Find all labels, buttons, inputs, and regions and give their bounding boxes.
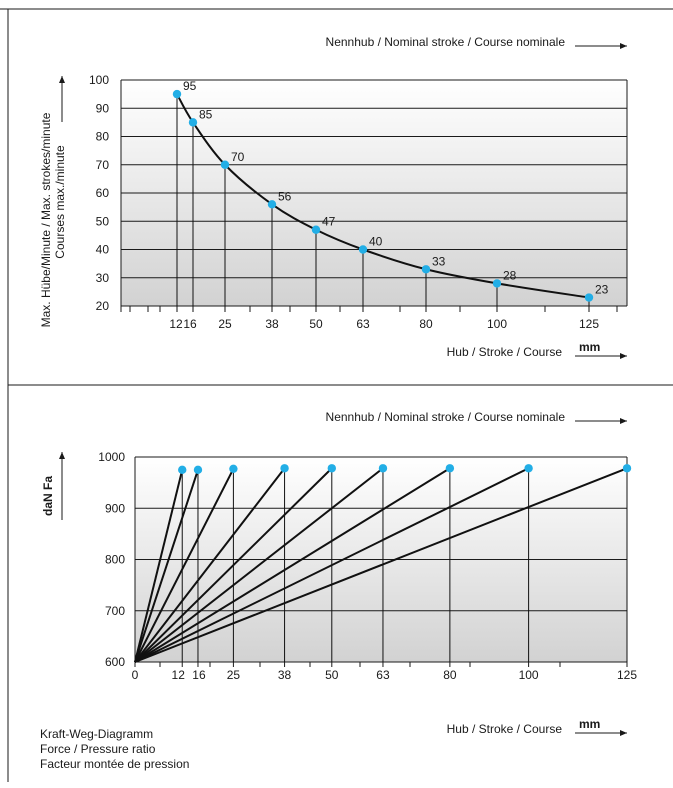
- top-data-label: 85: [199, 107, 213, 121]
- top-data-point: [188, 118, 198, 127]
- top-x-tick-label: 16: [183, 317, 197, 331]
- top-data-label: 33: [432, 254, 446, 268]
- bottom-x-tick-label: 63: [376, 668, 390, 682]
- top-y-tick-label: 40: [96, 243, 110, 257]
- bottom-xlabel: Hub / Stroke / Course: [447, 722, 563, 736]
- top-data-point: [172, 89, 182, 99]
- top-data-point: [492, 279, 502, 288]
- top-x-tick-label: 25: [218, 317, 232, 331]
- bottom-force-line: [134, 469, 184, 663]
- top-ylabel-line1: Max. Hübe/Minute / Max. strokes/minute: [39, 112, 53, 327]
- top-data-point: [421, 265, 431, 274]
- bottom-data-point: [622, 464, 632, 473]
- bottom-data-points: [178, 464, 632, 475]
- top-data-label: 40: [369, 235, 383, 249]
- bottom-y-tick-label: 900: [105, 501, 125, 515]
- top-data-point: [220, 160, 230, 169]
- top-data-label: 56: [278, 189, 292, 203]
- top-data-label: 28: [503, 268, 517, 282]
- bottom-x-tick-label: 100: [519, 668, 539, 682]
- top-data-label: 23: [595, 283, 609, 297]
- caption-line-3: Facteur montée de pression: [40, 757, 189, 771]
- bottom-data-point: [193, 465, 203, 475]
- bottom-y-tick-label: 800: [105, 553, 125, 567]
- bottom-x-tick-label: 50: [325, 668, 339, 682]
- bottom-y-tick-label: 700: [105, 604, 125, 618]
- strokes-per-minute-chart: Nennhub / Nominal stroke / Course nomina…: [39, 35, 628, 359]
- bottom-y-tick-label: 600: [105, 655, 125, 669]
- bottom-force-line: [134, 467, 384, 663]
- bottom-force-lines: [134, 467, 628, 663]
- top-ylabel-line2: Courses max./minute: [53, 145, 67, 259]
- top-x-tick-label: 63: [356, 317, 370, 331]
- top-xlabel: Hub / Stroke / Course: [447, 345, 563, 359]
- bottom-force-line: [134, 467, 333, 663]
- bottom-data-point: [524, 464, 533, 473]
- top-data-point: [584, 293, 594, 302]
- bottom-x-tick-label: 16: [192, 668, 206, 682]
- bottom-x-tick-label: 38: [278, 668, 292, 682]
- force-pressure-chart: Nennhub / Nominal stroke / Course nomina…: [40, 410, 637, 771]
- top-x-tick-label: 80: [419, 317, 433, 331]
- bottom-x-tick-label: 125: [617, 668, 637, 682]
- bottom-force-line: [134, 467, 286, 663]
- top-y-tick-label: 70: [96, 158, 110, 172]
- bottom-force-line: [134, 467, 530, 663]
- bottom-data-point: [280, 464, 289, 473]
- bottom-force-line: [134, 467, 451, 663]
- bottom-x-tick-label: 25: [227, 668, 241, 682]
- top-data-label: 70: [231, 150, 245, 164]
- top-y-axis-title: Max. Hübe/Minute / Max. strokes/minute C…: [39, 112, 67, 327]
- bottom-header-label: Nennhub / Nominal stroke / Course nomina…: [326, 410, 566, 424]
- caption-line-2: Force / Pressure ratio: [40, 742, 156, 756]
- top-y-tick-label: 50: [96, 214, 110, 228]
- top-y-tick-label: 80: [96, 130, 110, 144]
- top-drop-lines: [176, 94, 590, 312]
- top-y-tick-label: 20: [96, 299, 110, 313]
- bottom-data-point: [327, 464, 336, 473]
- caption-line-1: Kraft-Weg-Diagramm: [40, 727, 153, 741]
- top-grid: [120, 79, 628, 312]
- bottom-x-tick-label: 12: [172, 668, 186, 682]
- top-y-tick-labels: 20 30 40 50 60 70 80 90 100: [89, 73, 109, 313]
- top-x-tick-label: 100: [487, 317, 507, 331]
- bottom-data-point: [229, 464, 238, 473]
- bottom-data-point: [445, 464, 455, 473]
- bottom-y-tick-labels: 600 700 800 900 1000: [98, 450, 125, 669]
- bottom-force-line: [134, 467, 628, 663]
- top-y-tick-label: 100: [89, 73, 109, 87]
- bottom-x-tick-labels: 0 12 16 25 38 50 63 80 100 125: [132, 668, 638, 682]
- top-x-tick-label: 50: [309, 317, 323, 331]
- top-y-tick-label: 90: [96, 101, 110, 115]
- bottom-y-axis-title: daN Fa: [41, 476, 55, 516]
- top-x-tick-label: 125: [579, 317, 599, 331]
- top-y-tick-label: 60: [96, 186, 110, 200]
- bottom-ylabel: daN Fa: [41, 476, 55, 516]
- top-x-tick-labels: 12 16 25 38 50 63 80 100 125: [169, 317, 599, 331]
- top-data-label: 95: [183, 79, 197, 93]
- top-y-tick-label: 30: [96, 271, 110, 285]
- strokes-curve: [176, 93, 590, 299]
- top-data-point: [358, 245, 368, 254]
- top-header-label: Nennhub / Nominal stroke / Course nomina…: [326, 35, 566, 49]
- top-data-point: [311, 225, 321, 234]
- top-x-tick-label: 12: [169, 317, 183, 331]
- bottom-data-point: [178, 465, 187, 475]
- top-x-tick-label: 38: [265, 317, 279, 331]
- top-data-point: [267, 200, 277, 209]
- bottom-force-line: [134, 468, 235, 663]
- top-data-label: 47: [322, 215, 336, 229]
- bottom-x-tick-label: 80: [443, 668, 457, 682]
- bottom-y-tick-label: 1000: [98, 450, 125, 464]
- bottom-x-tick-label: 0: [132, 668, 139, 682]
- bottom-force-line: [134, 469, 199, 663]
- bottom-xunit: mm: [579, 717, 600, 731]
- bottom-data-point: [378, 464, 388, 473]
- bottom-grid: [134, 456, 628, 667]
- top-xunit: mm: [579, 340, 600, 354]
